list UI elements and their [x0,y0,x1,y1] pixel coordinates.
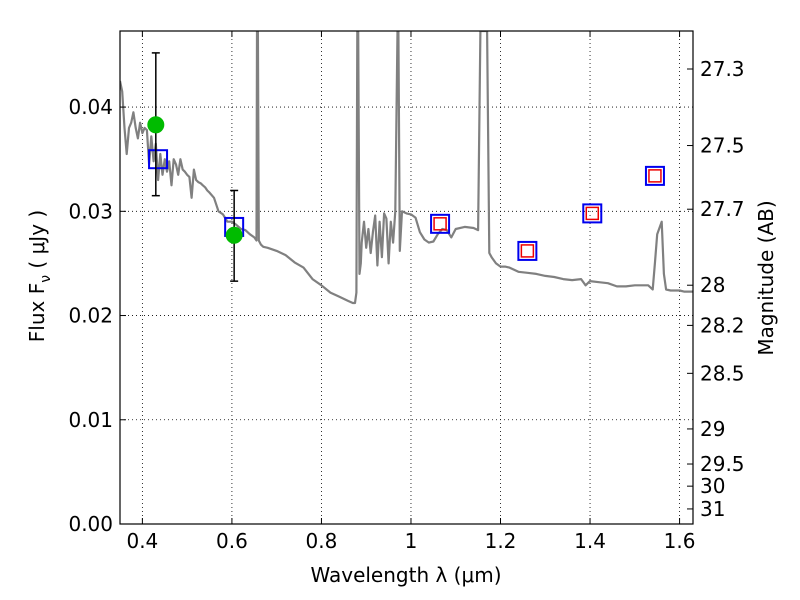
y2-tick-label: 28.2 [700,313,745,337]
model-spectrum-line [120,31,693,305]
y-axis-label: Flux Fν ( μJy ) [25,210,54,342]
y-tick-label: 0.00 [68,512,113,536]
y-tick-label: 0.04 [68,95,113,119]
synthetic-point [582,203,603,224]
y2-tick-label: 30 [700,474,725,498]
y-tick-label: 0.02 [68,304,113,328]
plot-frame [119,30,694,525]
x-axis-label: Wavelength λ (μm) [310,563,501,587]
y2-tick-label: 31 [700,497,725,521]
y2-tick-label: 28.5 [700,361,745,385]
x-tick-label: 1.6 [664,529,696,553]
observed-photometry [147,52,243,282]
observed-point [225,226,243,244]
y2-tick-label: 28 [700,273,725,297]
synthetic-point-inner [520,244,535,258]
grid [120,31,693,525]
x-tick-label: 1.2 [485,529,517,553]
y-tick-label: 0.01 [68,408,113,432]
synthetic-point [517,240,538,261]
y-tick-label: 0.03 [68,199,113,223]
y-axis-label-main: Flux F [25,283,49,342]
y2-tick-label: 27.7 [700,197,745,221]
y-axis-label-subscript: ν [38,275,54,283]
synthetic-point [148,149,169,170]
x-tick-label: 0.8 [306,529,338,553]
x-tick-label: 1.4 [574,529,606,553]
y2-tick-label: 29 [700,417,725,441]
x-tick-label: 1 [405,529,418,553]
y-axis-label-unit: ( μJy ) [25,210,49,275]
x-tick-label: 0.6 [216,529,248,553]
synthetic-point [430,213,451,234]
synthetic-point [644,165,665,186]
observed-point [147,116,165,134]
y2-tick-label: 29.5 [700,452,745,476]
synthetic-point-inner [648,169,662,183]
y-ticks: 0.00 0.01 0.02 0.03 0.04 [68,95,126,536]
synthetic-point-inner [433,217,447,231]
model-spectrum [120,31,693,305]
y2-tick-label: 27.5 [700,134,745,158]
y2-tick-label: 27.3 [700,57,745,81]
y2-axis-label: Magnitude (AB) [754,200,778,355]
x-ticks: 0.4 0.6 0.8 1 1.2 1.4 1.6 [126,31,695,553]
synthetic-point-inner [585,206,600,221]
x-tick-label: 0.4 [126,529,158,553]
synthetic-photometry [148,149,665,261]
